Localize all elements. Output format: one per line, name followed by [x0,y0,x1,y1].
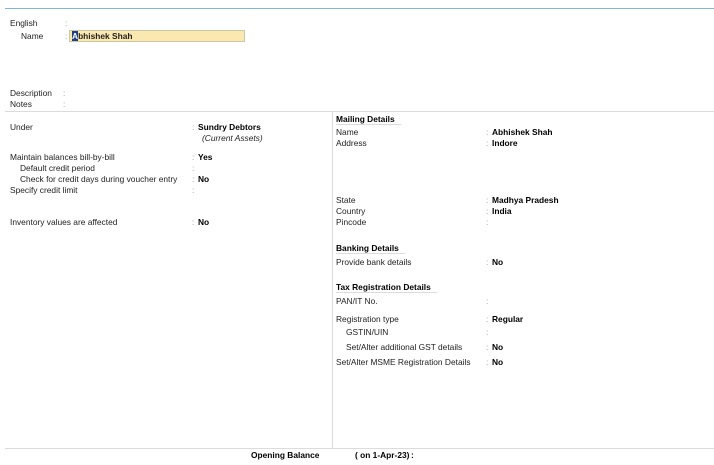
colon: : [486,217,489,227]
additional-gst-details-label: Set/Alter additional GST details [346,342,463,352]
pan-label: PAN/IT No. [336,296,378,306]
colon: : [486,357,489,367]
colon: : [63,88,66,98]
name-label: Name [21,31,44,41]
notes-label: Notes [10,99,32,109]
colon: : [63,99,66,109]
colon: : [486,327,489,337]
msme-details-label: Set/Alter MSME Registration Details [336,357,471,367]
under-value[interactable]: Sundry Debtors [198,122,261,132]
divider [5,111,714,112]
colon: : [192,152,195,162]
text-cursor: A [72,31,79,41]
address-value[interactable]: Indore [492,138,518,148]
inventory-affected-value[interactable]: No [198,217,210,227]
colon: : [486,257,489,267]
under-label: Under [10,122,33,132]
english-label: English [10,18,38,28]
default-credit-period-label: Default credit period [20,163,95,173]
colon: : [486,195,489,205]
under-group-parent: (Current Assets) [202,133,263,143]
state-label: State [336,195,356,205]
colon: : [192,163,195,173]
msme-details-value[interactable]: No [492,357,504,367]
banking-details-heading: Banking Details [336,243,405,254]
colon: : [486,138,489,148]
mailing-name-label: Name [336,127,359,137]
check-credit-days-value[interactable]: No [198,174,210,184]
maintain-bill-by-bill-label: Maintain balances bill-by-bill [10,152,115,162]
additional-gst-details-value[interactable]: No [492,342,504,352]
top-border [5,8,714,9]
provide-bank-details-value[interactable]: No [492,257,504,267]
divider [5,448,714,449]
pincode-label: Pincode [336,217,367,227]
opening-balance-label: Opening Balance [251,450,320,460]
colon: : [65,18,68,28]
state-value[interactable]: Madhya Pradesh [492,195,559,205]
colon: : [192,174,195,184]
colon: : [192,122,195,132]
colon: : [65,31,68,41]
colon: : [192,217,195,227]
maintain-bill-by-bill-value[interactable]: Yes [198,152,213,162]
country-value[interactable]: India [492,206,512,216]
provide-bank-details-label: Provide bank details [336,257,412,267]
colon: : [486,342,489,352]
colon: : [192,185,195,195]
description-label: Description [10,88,52,98]
registration-type-value[interactable]: Regular [492,314,524,324]
registration-type-label: Registration type [336,314,399,324]
mailing-details-heading: Mailing Details [336,114,401,125]
name-input[interactable]: Abhishek Shah [69,30,245,42]
opening-balance-colon: : [411,450,414,460]
specify-credit-limit-label: Specify credit limit [10,185,78,195]
inventory-affected-label: Inventory values are affected [10,217,118,227]
mailing-name-value[interactable]: Abhishek Shah [492,127,553,137]
colon: : [486,296,489,306]
colon: : [486,314,489,324]
column-divider [332,111,333,448]
check-credit-days-label: Check for credit days during voucher ent… [20,174,178,184]
tax-registration-heading: Tax Registration Details [336,282,437,293]
opening-balance-date: ( on 1-Apr-23) [355,450,410,460]
gstin-label: GSTIN/UIN [346,327,389,337]
colon: : [486,206,489,216]
address-label: Address [336,138,367,148]
country-label: Country [336,206,366,216]
name-input-value: bhishek Shah [78,31,133,41]
colon: : [486,127,489,137]
